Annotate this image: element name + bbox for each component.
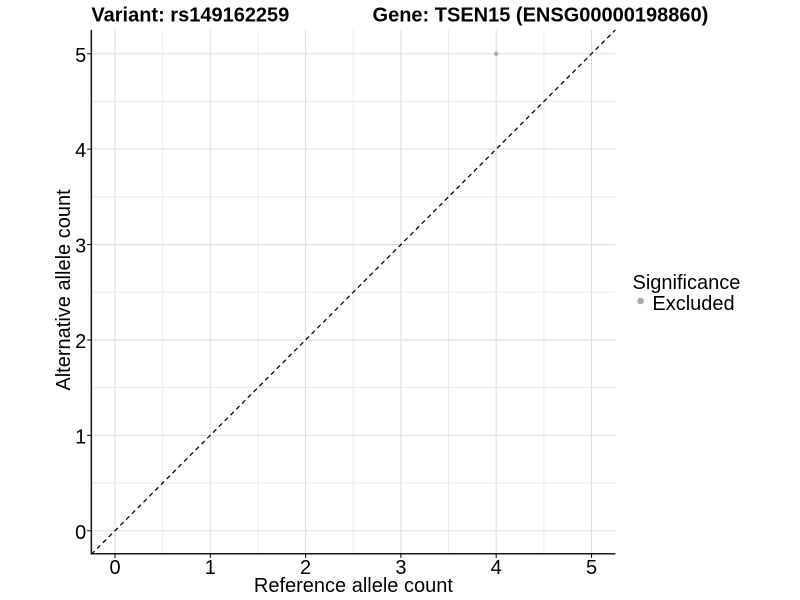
svg-text:0: 0 <box>109 557 120 579</box>
svg-text:1: 1 <box>75 426 86 448</box>
svg-text:3: 3 <box>395 557 406 579</box>
svg-text:4: 4 <box>491 557 502 579</box>
svg-text:Significance: Significance <box>633 272 741 294</box>
svg-text:2: 2 <box>75 331 86 353</box>
svg-text:Variant: rs149162259: Variant: rs149162259 <box>91 4 289 26</box>
svg-text:Gene: TSEN15 (ENSG00000198860): Gene: TSEN15 (ENSG00000198860) <box>373 4 709 26</box>
svg-text:2: 2 <box>300 557 311 579</box>
svg-text:Alternative allele count: Alternative allele count <box>53 189 75 391</box>
svg-text:1: 1 <box>205 557 216 579</box>
svg-text:0: 0 <box>75 522 86 544</box>
svg-text:Reference allele count: Reference allele count <box>254 575 453 597</box>
svg-text:Excluded: Excluded <box>652 293 734 315</box>
svg-text:5: 5 <box>586 557 597 579</box>
svg-text:5: 5 <box>75 45 86 67</box>
svg-text:4: 4 <box>75 140 86 162</box>
svg-text:3: 3 <box>75 236 86 258</box>
